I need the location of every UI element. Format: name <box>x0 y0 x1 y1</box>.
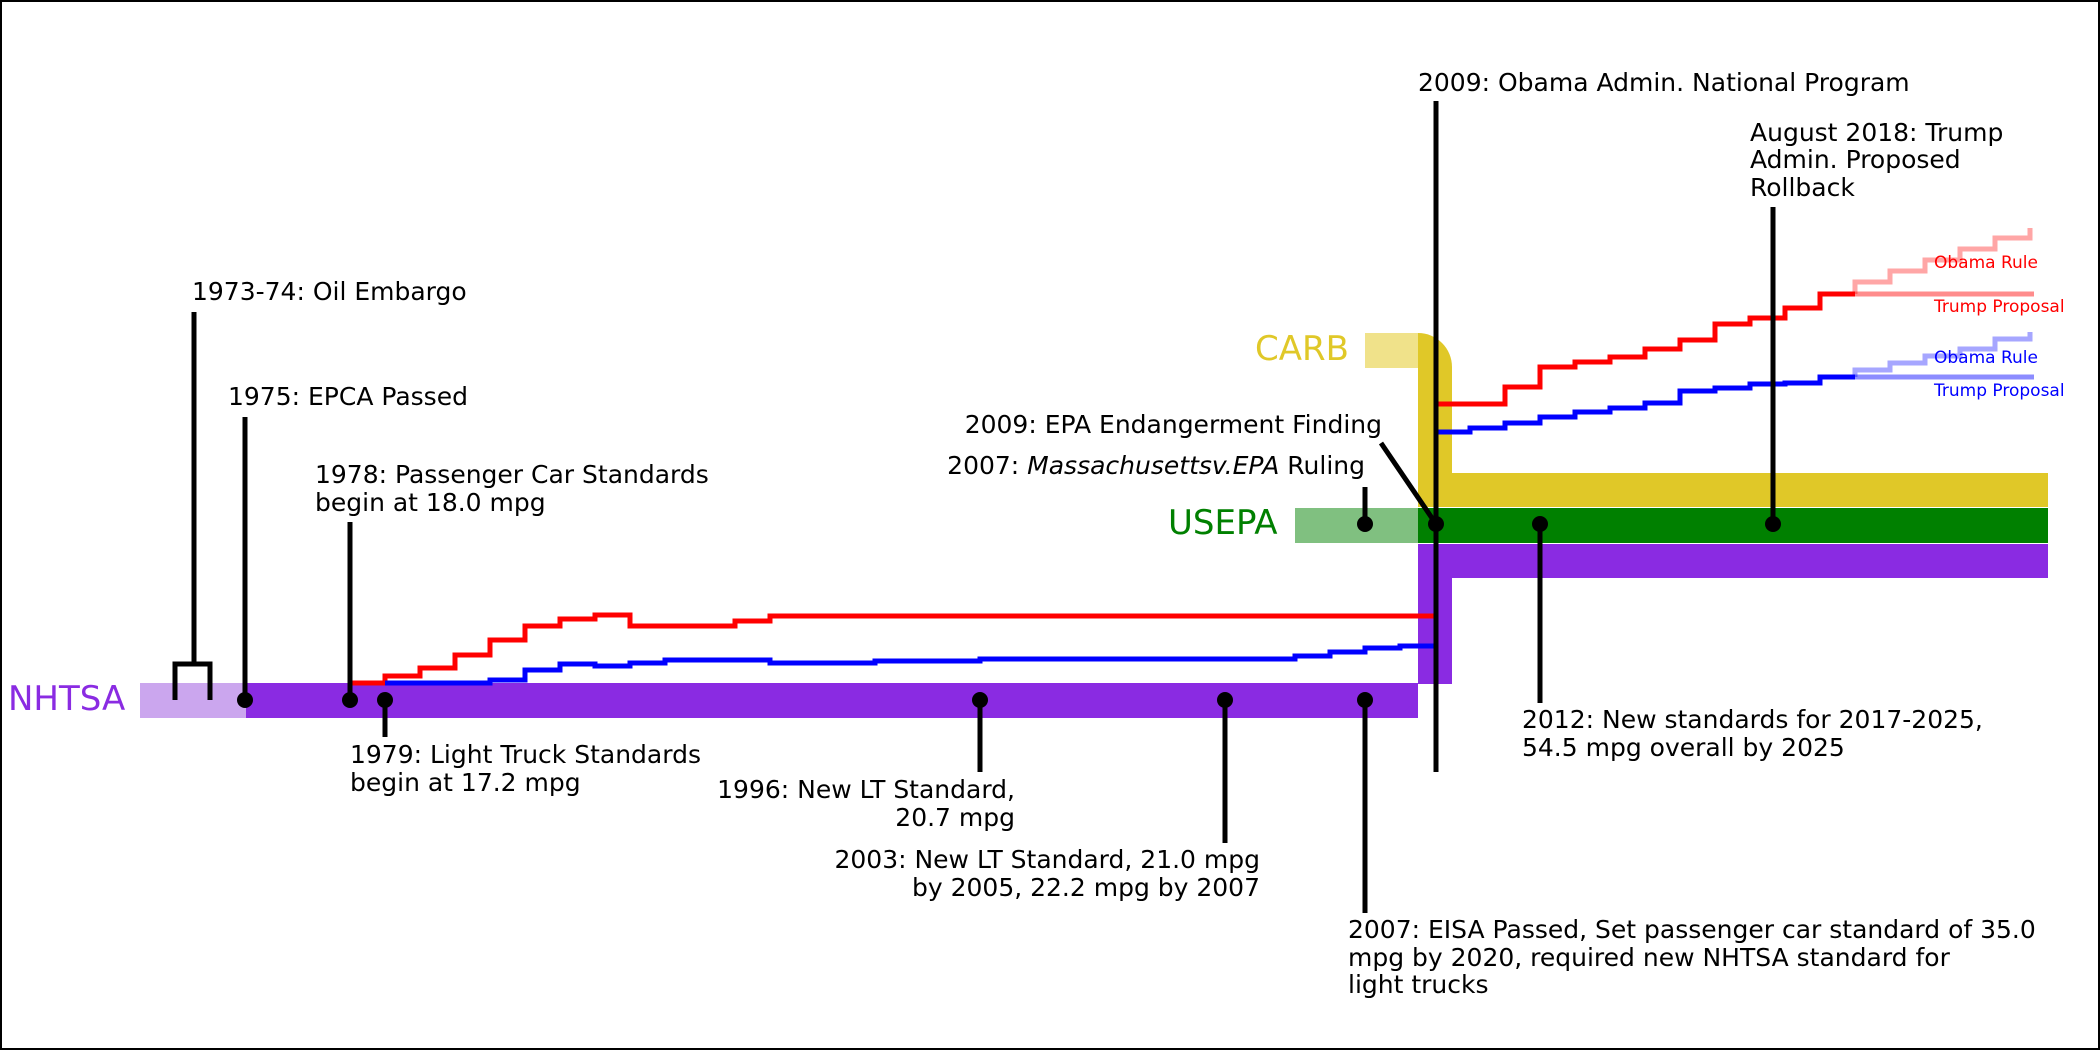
car-trump-proposal-label: Trump Proposal <box>1933 297 2065 317</box>
mass-epa-label: 2007: Massachusettsv.EPA Ruling <box>947 451 1365 480</box>
std-2012-label-line2: 54.5 mpg overall by 2025 <box>1522 733 1845 762</box>
lt-2003-label-line1: 2003: New LT Standard, 21.0 mpg <box>834 845 1260 874</box>
eisa-label-line2: mpg by 2020, required new NHTSA standard… <box>1348 943 1951 972</box>
epca-label: 1975: EPCA Passed <box>228 382 468 411</box>
car-standard-dot <box>342 692 358 708</box>
lt-2003-dot <box>1217 692 1233 708</box>
carb-track-faded <box>1365 333 1418 368</box>
eisa-label-line3: light trucks <box>1348 970 1489 999</box>
epca-dot <box>237 692 253 708</box>
lt-1996-dot <box>972 692 988 708</box>
carb-label: CARB <box>1255 329 1349 369</box>
nhtsa-track <box>246 544 1452 718</box>
car-standard-label-line2: begin at 18.0 mpg <box>315 488 546 517</box>
light-truck-obama-era-line <box>1436 374 1855 435</box>
eisa-dot <box>1357 692 1373 708</box>
rollback-label-line3: Rollback <box>1750 173 1855 202</box>
event-dots <box>237 516 1781 708</box>
mass-epa-case: Massachusettsv.EPA <box>1027 451 1279 480</box>
mass-epa-prefix: 2007: <box>947 451 1027 480</box>
endangerment-dot <box>1428 516 1444 532</box>
truck-trump-proposal-label: Trump Proposal <box>1933 381 2065 401</box>
standards-lines <box>350 228 2034 686</box>
std-2012-dot <box>1532 516 1548 532</box>
mass-epa-dot <box>1357 516 1373 532</box>
nhtsa-track-faded <box>140 683 246 718</box>
truck-obama-rule-line <box>1852 332 2033 377</box>
rollback-label-line2: Admin. Proposed <box>1750 145 1961 174</box>
nhtsa-corner-fill <box>1418 650 1452 684</box>
carb-track <box>1452 473 2048 507</box>
nhtsa-bottom-fill <box>1384 683 1418 718</box>
lt-standard-label-line2: begin at 17.2 mpg <box>350 768 581 797</box>
std-2012-label-line1: 2012: New standards for 2017-2025, <box>1522 705 1983 734</box>
passenger-car-standard-line <box>350 612 1436 686</box>
oil-embargo-bracket <box>172 312 213 700</box>
light-truck-standard-line <box>385 643 1436 686</box>
endangerment-label: 2009: EPA Endangerment Finding <box>965 410 1382 439</box>
eisa-label-line1: 2007: EISA Passed, Set passenger car sta… <box>1348 915 2036 944</box>
lt-1996-label-line1: 1996: New LT Standard, <box>717 775 1015 804</box>
mass-epa-suffix: Ruling <box>1279 451 1365 480</box>
truck-obama-rule-label: Obama Rule <box>1934 348 2038 368</box>
national-program-label: 2009: Obama Admin. National Program <box>1418 68 1910 97</box>
passenger-car-obama-era-line <box>1436 291 1855 407</box>
oil-embargo-label: 1973-74: Oil Embargo <box>192 277 467 306</box>
event-markers <box>172 101 1776 913</box>
nhtsa-label: NHTSA <box>8 679 125 719</box>
endangerment-stem <box>1378 441 1439 526</box>
car-obama-rule-line <box>1852 228 2033 294</box>
usepa-label: USEPA <box>1168 503 1278 543</box>
rollback-dot <box>1765 516 1781 532</box>
rollback-label-line1: August 2018: Trump <box>1750 118 2003 147</box>
lt-2003-label-line2: by 2005, 22.2 mpg by 2007 <box>912 873 1260 902</box>
car-obama-rule-label: Obama Rule <box>1934 253 2038 273</box>
usepa-track-faded <box>1295 508 1418 543</box>
usepa-track <box>1418 508 2048 543</box>
lt-standard-label-line1: 1979: Light Truck Standards <box>350 740 701 769</box>
nhtsa-upper-track <box>1452 544 2048 578</box>
lt-1996-label-line2: 20.7 mpg <box>895 803 1015 832</box>
lt-standard-dot <box>377 692 393 708</box>
car-standard-label-line1: 1978: Passenger Car Standards <box>315 460 709 489</box>
